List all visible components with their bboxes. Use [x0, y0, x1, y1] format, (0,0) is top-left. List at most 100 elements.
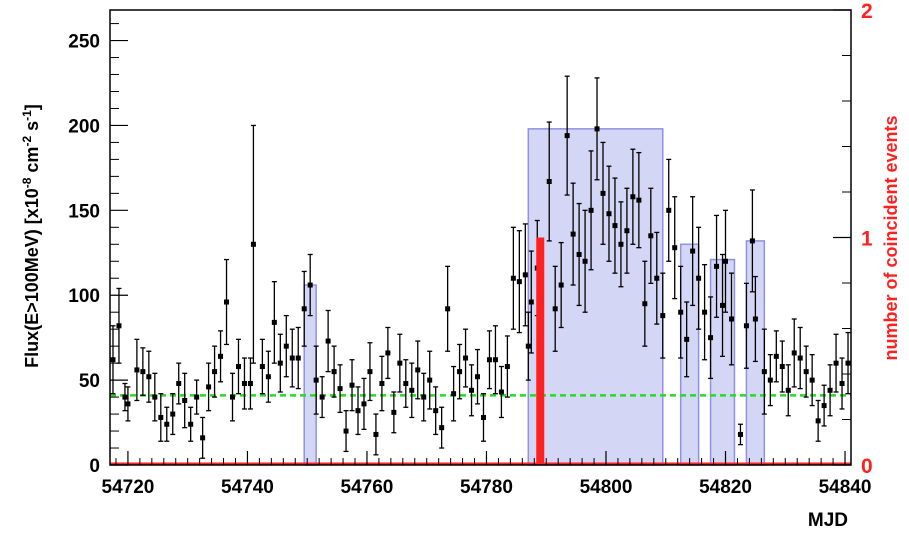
point-marker [194, 394, 200, 400]
point-marker [516, 279, 522, 285]
data-point [498, 365, 504, 419]
point-marker [552, 306, 558, 312]
point-marker [492, 357, 498, 363]
point-marker [110, 357, 116, 363]
point-marker [791, 350, 797, 356]
point-marker [307, 282, 313, 288]
data-point [630, 148, 636, 245]
data-point [773, 330, 779, 383]
point-marker [427, 377, 433, 383]
data-point [504, 335, 510, 398]
data-point [271, 280, 277, 364]
point-marker [188, 421, 194, 427]
flare-layer [303, 128, 766, 466]
data-point [212, 345, 218, 398]
data-point [552, 265, 558, 352]
data-point [439, 406, 445, 449]
data-point [325, 309, 331, 373]
x-axis-label: MJD [808, 510, 848, 530]
point-marker [723, 258, 729, 264]
data-point [654, 231, 660, 325]
point-marker [522, 272, 528, 278]
data-point [457, 343, 463, 400]
point-marker [498, 389, 504, 395]
data-point [737, 423, 743, 446]
point-marker [230, 394, 236, 400]
point-marker [612, 223, 618, 229]
point-marker [809, 377, 815, 383]
x-tick-label: 54720 [102, 477, 155, 498]
point-marker [480, 414, 486, 420]
data-point [743, 282, 749, 369]
data-point [728, 272, 734, 366]
data-point [624, 187, 630, 274]
y-left-tick-label: 50 [79, 371, 100, 392]
point-marker [116, 323, 122, 329]
point-marker [678, 309, 684, 315]
point-marker [743, 323, 749, 329]
point-marker [212, 369, 218, 375]
point-marker [241, 381, 247, 387]
point-marker [654, 275, 660, 281]
point-marker [403, 381, 409, 387]
point-marker [600, 190, 606, 196]
data-point [122, 382, 128, 412]
point-marker [355, 408, 361, 414]
point-marker [558, 282, 564, 288]
point-marker [337, 386, 343, 392]
point-marker [373, 431, 379, 437]
point-marker [630, 194, 636, 200]
data-point [170, 393, 176, 436]
data-point [355, 386, 361, 436]
point-marker [546, 178, 552, 184]
point-marker [361, 401, 367, 407]
point-marker [385, 350, 391, 356]
data-point [182, 372, 188, 429]
data-point [475, 348, 481, 405]
point-marker [409, 387, 415, 393]
data-point [397, 333, 403, 393]
point-marker [457, 369, 463, 375]
point-marker [672, 245, 678, 251]
point-marker [439, 425, 445, 431]
data-point [313, 345, 319, 415]
data-point [761, 328, 767, 415]
data-point [125, 386, 131, 422]
data-point [319, 376, 325, 419]
point-marker [728, 316, 734, 322]
data-point [690, 196, 696, 307]
data-point [194, 379, 200, 415]
data-point [720, 253, 726, 357]
data-point [230, 372, 236, 422]
point-marker [827, 387, 833, 393]
point-marker [200, 435, 206, 441]
data-point [415, 340, 421, 400]
data-point [510, 226, 516, 330]
data-point [480, 393, 486, 442]
point-marker [564, 133, 570, 139]
data-point [451, 365, 457, 422]
y-left-tick-label: 0 [89, 456, 100, 477]
data-point [206, 362, 212, 412]
data-point [283, 314, 289, 378]
point-marker [833, 360, 839, 366]
labels-layer: Flux(E>100MeV) [x10-8 cm-2 s-1] number o… [20, 104, 901, 531]
point-marker [421, 394, 427, 400]
data-point [492, 325, 498, 395]
point-marker [803, 369, 809, 375]
y-left-tick-label: 100 [68, 286, 100, 307]
data-point [797, 326, 803, 390]
point-marker [349, 382, 355, 388]
point-marker [331, 369, 337, 375]
data-point [146, 350, 152, 403]
data-point [576, 202, 582, 307]
data-point [606, 165, 612, 262]
point-marker [761, 369, 767, 375]
data-point [827, 364, 833, 417]
data-point [134, 338, 140, 402]
data-point [749, 189, 755, 293]
point-marker [206, 384, 212, 390]
point-marker [624, 228, 630, 234]
data-point [588, 150, 594, 271]
point-marker [176, 381, 182, 387]
